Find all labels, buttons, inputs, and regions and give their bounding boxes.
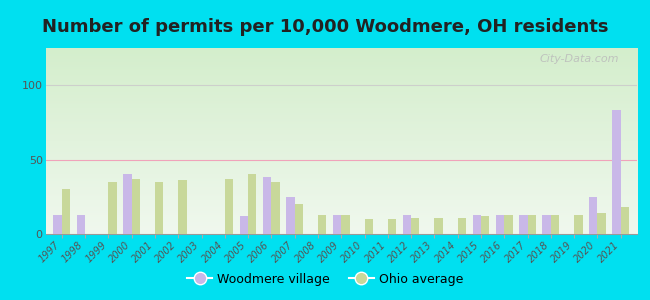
Bar bbox=[248, 175, 257, 234]
Bar bbox=[272, 182, 280, 234]
Legend: Woodmere village, Ohio average: Woodmere village, Ohio average bbox=[182, 268, 468, 291]
Bar bbox=[294, 204, 303, 234]
Bar bbox=[53, 215, 62, 234]
Bar bbox=[365, 219, 373, 234]
Bar bbox=[318, 215, 326, 234]
Bar bbox=[597, 213, 606, 234]
Bar bbox=[178, 180, 187, 234]
Bar bbox=[403, 215, 411, 234]
Bar bbox=[333, 215, 341, 234]
Bar bbox=[458, 218, 466, 234]
Bar bbox=[612, 110, 621, 234]
Bar bbox=[551, 215, 559, 234]
Bar bbox=[574, 215, 582, 234]
Bar bbox=[388, 219, 396, 234]
Bar bbox=[481, 216, 489, 234]
Bar bbox=[473, 215, 481, 234]
Bar bbox=[225, 179, 233, 234]
Text: City-Data.com: City-Data.com bbox=[540, 54, 619, 64]
Bar bbox=[109, 182, 117, 234]
Bar bbox=[286, 197, 294, 234]
Bar bbox=[62, 189, 70, 234]
Bar bbox=[124, 175, 132, 234]
Bar bbox=[589, 197, 597, 234]
Bar bbox=[411, 218, 419, 234]
Bar bbox=[155, 182, 163, 234]
Bar bbox=[341, 215, 350, 234]
Bar bbox=[621, 207, 629, 234]
Bar bbox=[263, 178, 272, 234]
Bar bbox=[434, 218, 443, 234]
Bar bbox=[240, 216, 248, 234]
Bar bbox=[528, 215, 536, 234]
Bar bbox=[77, 215, 85, 234]
Bar bbox=[543, 215, 551, 234]
Bar bbox=[496, 215, 504, 234]
Bar bbox=[132, 179, 140, 234]
Text: Number of permits per 10,000 Woodmere, OH residents: Number of permits per 10,000 Woodmere, O… bbox=[42, 18, 608, 36]
Bar bbox=[504, 215, 513, 234]
Bar bbox=[519, 215, 528, 234]
